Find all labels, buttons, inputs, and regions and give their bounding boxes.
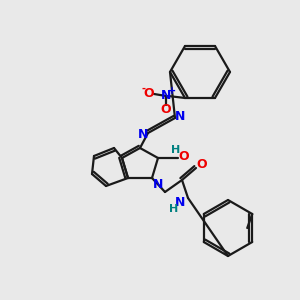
Text: O: O: [197, 158, 207, 170]
Text: O: O: [144, 88, 154, 100]
Text: N: N: [175, 196, 185, 208]
Text: +: +: [168, 86, 176, 96]
Text: H: H: [169, 204, 178, 214]
Text: N: N: [153, 178, 163, 191]
Text: N: N: [175, 110, 185, 122]
Text: N: N: [138, 128, 148, 142]
Text: -: -: [142, 84, 146, 94]
Text: O: O: [161, 103, 171, 116]
Text: H: H: [171, 145, 181, 155]
Text: O: O: [179, 151, 189, 164]
Text: N: N: [161, 89, 171, 103]
